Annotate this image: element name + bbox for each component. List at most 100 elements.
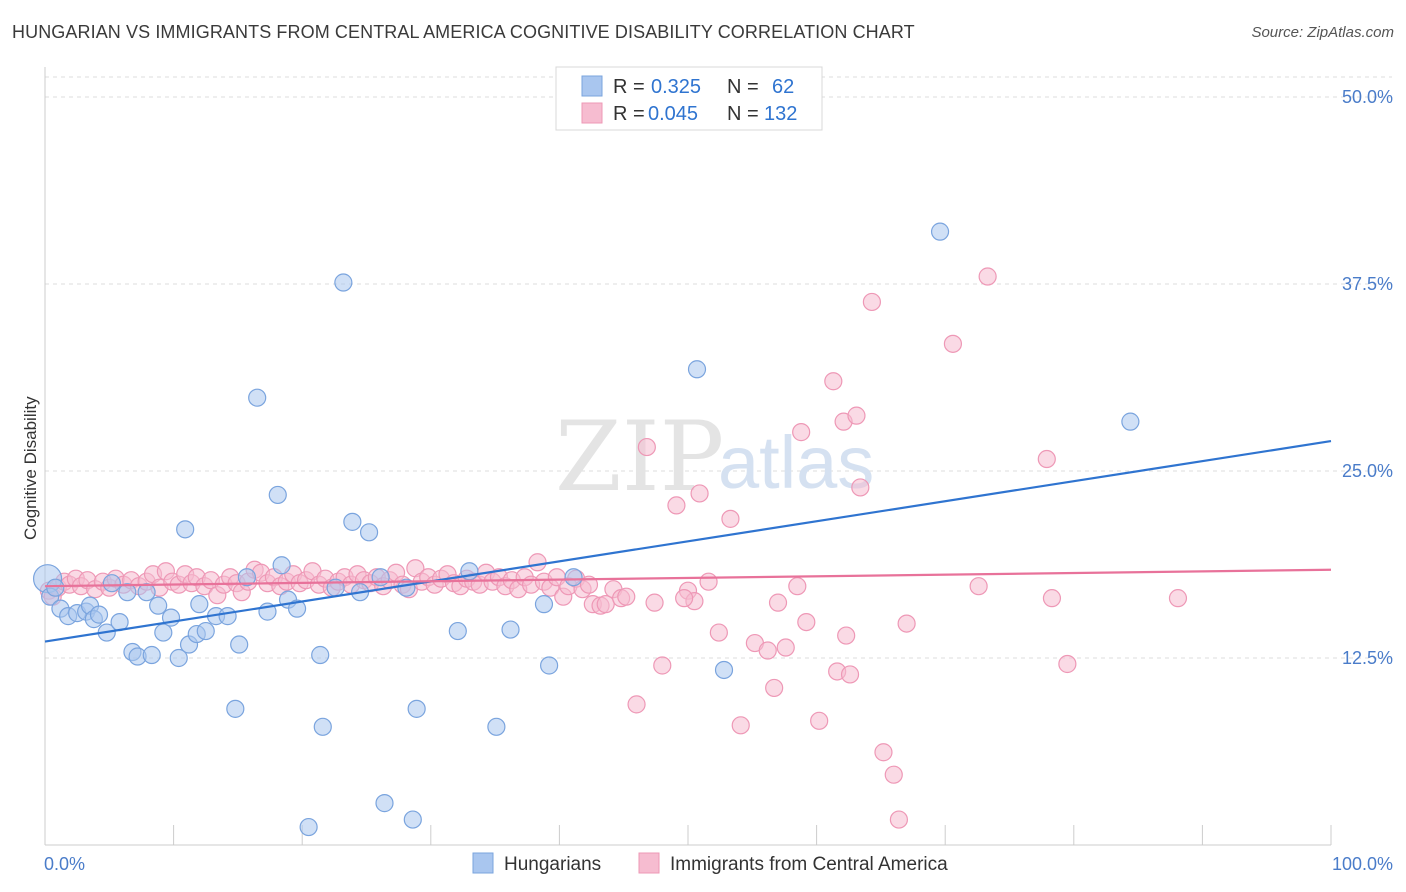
immigrant-point bbox=[721, 509, 740, 528]
hungarian-point bbox=[89, 605, 109, 624]
y-tick-label: 50.0% bbox=[1342, 87, 1393, 107]
hungarian-point bbox=[687, 360, 707, 379]
immigrant-point bbox=[824, 372, 843, 391]
hungarian-point bbox=[403, 810, 422, 829]
hungarian-point bbox=[313, 717, 332, 736]
hungarian-point bbox=[359, 523, 379, 542]
hungarian-point bbox=[218, 607, 237, 626]
legend-n-label: N = bbox=[727, 103, 759, 125]
x-tick-labels: 0.0% 100.0% bbox=[44, 854, 1393, 874]
immigrant-point bbox=[758, 641, 777, 660]
immigrant-point bbox=[862, 292, 881, 312]
legend-r-value: 0.045 bbox=[648, 103, 698, 125]
legend-swatch-immigrants bbox=[581, 102, 603, 124]
hungarian-point bbox=[149, 596, 168, 615]
legend-n-label: N = bbox=[727, 76, 759, 98]
immigrant-point bbox=[667, 496, 686, 515]
trend-lines bbox=[44, 439, 1332, 643]
immigrant-point bbox=[874, 743, 893, 762]
immigrant-point bbox=[596, 595, 615, 614]
immigrant-point bbox=[837, 626, 856, 645]
bottom-legend-swatch-hungarians bbox=[472, 852, 494, 874]
immigrant-point bbox=[943, 334, 963, 353]
hungarian-point bbox=[311, 645, 330, 665]
y-tick-labels: 12.5% 25.0% 37.5% 50.0% bbox=[1342, 87, 1393, 668]
hungarian-point bbox=[237, 568, 257, 587]
hungarian-point bbox=[118, 583, 137, 602]
immigrant-point bbox=[884, 765, 903, 784]
legend-r-label: R = bbox=[613, 76, 645, 98]
x-tick-label: 0.0% bbox=[44, 854, 85, 874]
immigrant-point bbox=[1168, 589, 1188, 608]
legend-n-value: 62 bbox=[772, 76, 794, 98]
hungarian-point bbox=[564, 568, 583, 587]
legend-n-value: 132 bbox=[764, 103, 797, 125]
immigrant-point bbox=[617, 587, 636, 606]
immigrant-point bbox=[765, 678, 784, 698]
immigrant-point bbox=[897, 614, 916, 633]
immigrant-point bbox=[847, 406, 866, 425]
y-tick-label: 12.5% bbox=[1342, 648, 1393, 668]
immigrant-point bbox=[731, 716, 750, 735]
legend-r-value: 0.325 bbox=[651, 76, 701, 98]
y-tick-label: 25.0% bbox=[1342, 461, 1393, 481]
immigrants-points bbox=[39, 267, 1188, 829]
immigrant-point bbox=[675, 589, 694, 608]
hungarian-point bbox=[343, 512, 362, 531]
hungarian-point bbox=[334, 273, 353, 292]
hungarian-point bbox=[169, 648, 188, 668]
hungarian-point bbox=[226, 699, 245, 718]
hungarian-point bbox=[46, 578, 65, 597]
immigrant-point bbox=[690, 484, 709, 503]
hungarian-point bbox=[407, 699, 426, 718]
hungarian-point bbox=[930, 222, 950, 241]
hungarian-point bbox=[487, 717, 506, 736]
immigrant-point bbox=[653, 656, 672, 675]
hungarian-point bbox=[448, 621, 467, 641]
hungarian-point bbox=[540, 656, 559, 675]
immigrant-point bbox=[978, 267, 997, 286]
immigrant-point bbox=[768, 593, 788, 612]
source-note: Source: ZipAtlas.com bbox=[1251, 24, 1394, 41]
y-axis-label: Cognitive Disability bbox=[21, 396, 40, 540]
hungarian-point bbox=[272, 556, 291, 575]
hungarian-point bbox=[714, 660, 734, 680]
immigrant-point bbox=[792, 423, 811, 442]
immigrant-point bbox=[969, 577, 988, 596]
watermark: ZIP atlas bbox=[555, 401, 874, 513]
legend-swatch-hungarians bbox=[581, 75, 603, 97]
immigrant-point bbox=[889, 810, 909, 829]
hungarian-point bbox=[176, 520, 195, 539]
immigrant-point bbox=[645, 593, 664, 612]
hungarians-points bbox=[32, 222, 1140, 837]
y-tick-label: 37.5% bbox=[1342, 274, 1393, 294]
immigrant-point bbox=[810, 711, 829, 730]
immigrant-point bbox=[840, 665, 860, 684]
hungarian-point bbox=[248, 388, 267, 407]
immigrant-point bbox=[788, 577, 807, 596]
immigrant-point bbox=[1037, 449, 1056, 469]
hungarian-point bbox=[230, 635, 249, 654]
immigrant-point bbox=[776, 638, 795, 657]
hungarian-point bbox=[196, 621, 215, 641]
x-tick-label: 100.0% bbox=[1332, 854, 1393, 874]
axes bbox=[44, 67, 1332, 846]
hungarian-point bbox=[154, 623, 173, 642]
immigrant-point bbox=[1042, 589, 1062, 608]
hungarian-point bbox=[371, 568, 390, 587]
chart-title: HUNGARIAN VS IMMIGRANTS FROM CENTRAL AME… bbox=[12, 22, 915, 42]
immigrant-point bbox=[528, 553, 547, 572]
hungarian-point bbox=[375, 794, 394, 813]
hungarian-point bbox=[501, 620, 520, 639]
hungarian-point bbox=[299, 817, 318, 837]
immigrant-point bbox=[627, 695, 646, 714]
hungarian-point bbox=[190, 595, 209, 614]
bottom-legend: Hungarians Immigrants from Central Ameri… bbox=[472, 852, 948, 875]
hungarian-point bbox=[287, 599, 307, 618]
immigrant-point bbox=[851, 478, 870, 497]
immigrants-trend-line bbox=[44, 568, 1332, 588]
legend-r-label: R = bbox=[613, 103, 645, 125]
hungarian-point bbox=[137, 583, 156, 602]
hungarians-trend-line bbox=[44, 439, 1332, 643]
